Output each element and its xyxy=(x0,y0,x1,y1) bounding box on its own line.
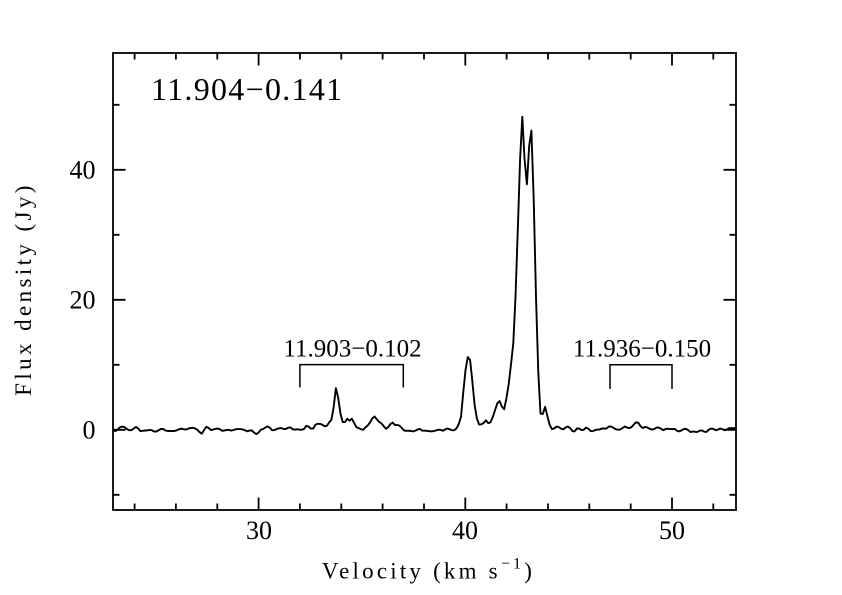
svg-text:40: 40 xyxy=(452,516,478,545)
svg-text:0: 0 xyxy=(83,416,96,445)
svg-text:40: 40 xyxy=(70,156,96,185)
svg-text:11.936−0.150: 11.936−0.150 xyxy=(573,336,711,363)
svg-text:20: 20 xyxy=(70,286,96,315)
svg-text:11.904−0.141: 11.904−0.141 xyxy=(151,71,343,107)
svg-text:Flux density (Jy): Flux density (Jy) xyxy=(11,182,36,396)
svg-text:11.903−0.102: 11.903−0.102 xyxy=(283,336,421,363)
svg-text:50: 50 xyxy=(659,516,685,545)
svg-text:30: 30 xyxy=(246,516,272,545)
svg-text:Velocity (km s−1): Velocity (km s−1) xyxy=(322,556,535,584)
